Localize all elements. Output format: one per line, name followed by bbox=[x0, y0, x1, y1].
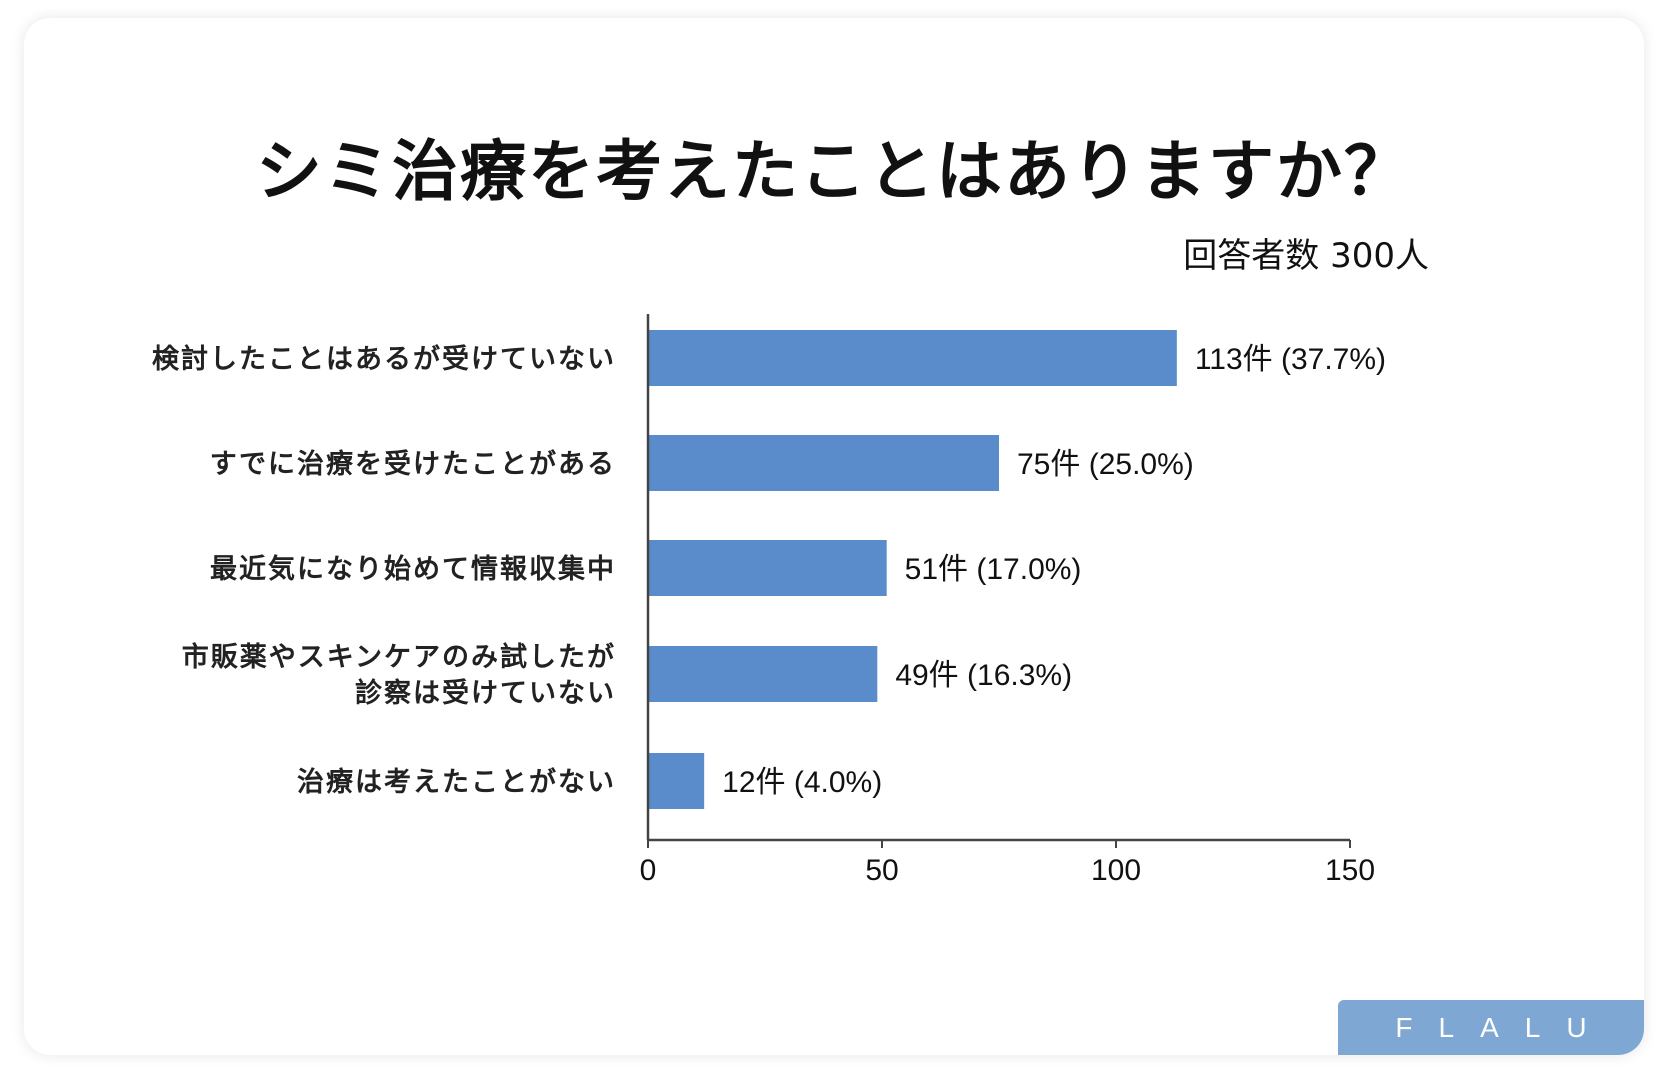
x-tick-label: 50 bbox=[865, 854, 898, 887]
data-label: 113件 (37.7%) bbox=[1195, 343, 1386, 376]
chart-title: シミ治療を考えたことはありますか？ bbox=[256, 133, 1412, 210]
bar bbox=[648, 435, 999, 491]
data-label: 75件 (25.0%) bbox=[1017, 448, 1194, 481]
x-tick-label: 100 bbox=[1091, 854, 1141, 887]
x-tick-label: 150 bbox=[1325, 854, 1375, 887]
category-label: 最近気になり始めて情報収集中 bbox=[210, 553, 616, 585]
data-label: 51件 (17.0%) bbox=[905, 553, 1082, 586]
bar bbox=[648, 540, 887, 596]
category-label: 検討したことはあるが受けていない bbox=[152, 343, 616, 375]
chart-subtitle: 回答者数 300人 bbox=[1183, 236, 1429, 276]
bar bbox=[648, 330, 1177, 386]
chart-card: シミ治療を考えたことはありますか？ 回答者数 300人 113件 (37.7%)… bbox=[24, 18, 1644, 1055]
category-label: 治療は考えたことがない bbox=[297, 766, 616, 798]
data-label: 49件 (16.3%) bbox=[895, 659, 1072, 692]
data-label: 12件 (4.0%) bbox=[722, 766, 882, 799]
bar bbox=[648, 753, 705, 809]
x-tick-label: 0 bbox=[640, 854, 657, 887]
category-label: 市販薬やスキンケアのみ試したが bbox=[182, 641, 616, 673]
flalu-logo: FLALU bbox=[1338, 1000, 1644, 1055]
category-label: すでに治療を受けたことがある bbox=[210, 448, 616, 480]
category-label: 診察は受けていない bbox=[355, 677, 616, 709]
bar-chart: 113件 (37.7%) 検討したことはあるが受けていない 75件 (25.0%) す… bbox=[152, 314, 1386, 887]
bar bbox=[648, 646, 878, 702]
